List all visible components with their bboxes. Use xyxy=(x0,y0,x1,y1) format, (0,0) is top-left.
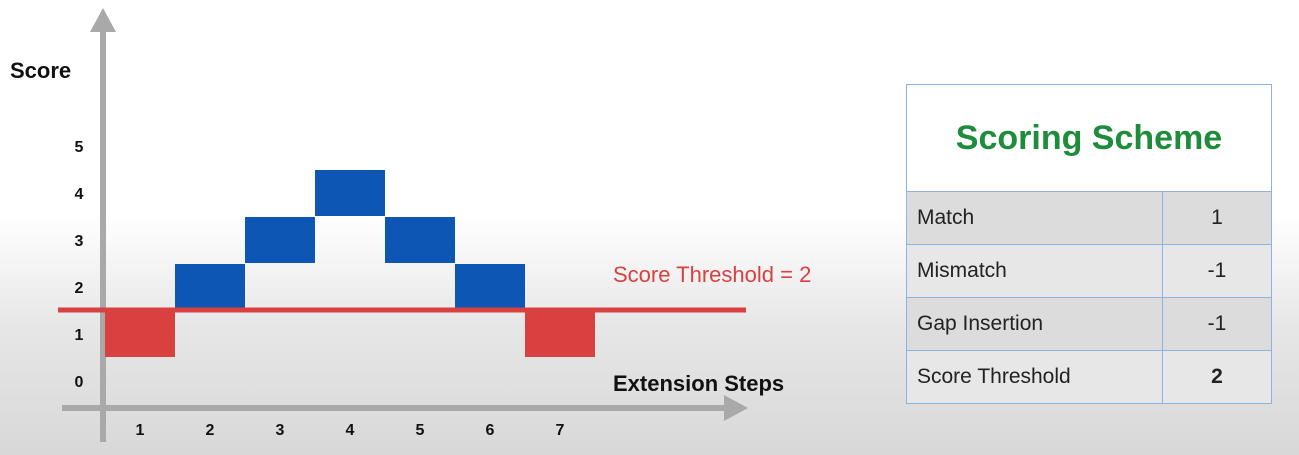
x-tick-label: 5 xyxy=(416,422,425,439)
scheme-row-value: 1 xyxy=(1211,206,1223,229)
scheme-row-label: Gap Insertion xyxy=(907,298,1163,350)
x-axis-title: Extension Steps xyxy=(613,371,784,396)
x-axis-arrow xyxy=(724,395,748,421)
y-axis-title: Score xyxy=(10,58,71,83)
y-tick-label: 3 xyxy=(75,233,84,250)
score-bar-step-3 xyxy=(245,217,315,263)
scheme-row-value: 2 xyxy=(1211,365,1223,388)
threshold-group: Score Threshold = 2 xyxy=(58,262,811,313)
x-tick-label: 2 xyxy=(206,422,215,439)
x-tick-label: 4 xyxy=(346,422,355,439)
scheme-row-gap-insertion: Gap Insertion -1 xyxy=(907,298,1271,351)
chart-ticks: 0 1 2 3 4 5 1 2 3 4 5 6 7 xyxy=(75,139,565,439)
score-bar-step-2 xyxy=(175,264,245,310)
score-bar-step-1 xyxy=(105,311,175,357)
chart-axes xyxy=(62,8,748,442)
score-bar-step-7 xyxy=(525,311,595,357)
score-bar-step-5 xyxy=(385,217,455,263)
x-tick-label: 3 xyxy=(276,422,285,439)
scheme-row-value: -1 xyxy=(1207,259,1227,282)
scheme-row-score-threshold: Score Threshold 2 xyxy=(907,351,1271,403)
scheme-row-mismatch: Mismatch -1 xyxy=(907,245,1271,298)
y-tick-label: 5 xyxy=(75,139,84,156)
y-tick-label: 1 xyxy=(75,327,84,344)
score-bar-step-6 xyxy=(455,264,525,310)
x-tick-label: 7 xyxy=(556,422,565,439)
x-tick-label: 1 xyxy=(136,422,145,439)
y-tick-label: 2 xyxy=(75,280,84,297)
scheme-row-label: Score Threshold xyxy=(907,351,1163,403)
score-bar-step-4 xyxy=(315,170,385,216)
scheme-row-match: Match 1 xyxy=(907,192,1271,245)
scheme-row-label: Mismatch xyxy=(907,245,1163,297)
scheme-row-value: -1 xyxy=(1207,312,1227,335)
y-tick-label: 0 xyxy=(75,374,84,391)
threshold-label: Score Threshold = 2 xyxy=(613,262,811,287)
y-axis-arrow xyxy=(90,8,116,32)
scoring-scheme-table: Scoring Scheme Match 1 Mismatch -1 Gap I… xyxy=(906,84,1272,404)
x-tick-label: 6 xyxy=(486,422,495,439)
scheme-row-label: Match xyxy=(907,192,1163,244)
scoring-scheme-title: Scoring Scheme xyxy=(907,85,1271,192)
chart-bars xyxy=(105,170,595,357)
y-tick-label: 4 xyxy=(75,186,84,203)
